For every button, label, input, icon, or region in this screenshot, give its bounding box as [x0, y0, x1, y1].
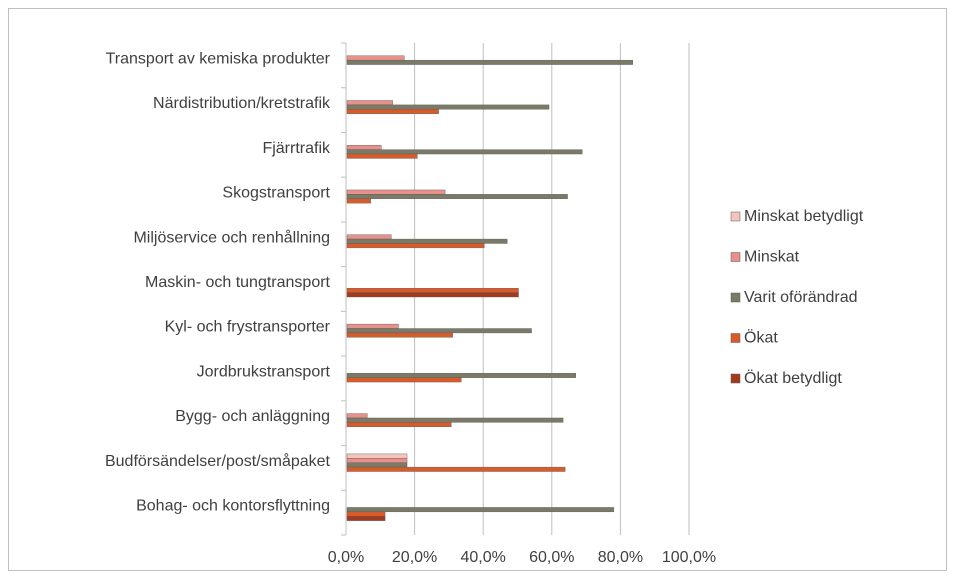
bar-minskat-betydligt [346, 453, 408, 459]
bar-ökat [346, 332, 453, 338]
bar-ökat-betydligt [346, 292, 519, 298]
bar-varit-oförändrad [346, 149, 583, 155]
x-tick-label: 80,0% [598, 549, 643, 566]
category-label: Närdistribution/kretstrafik [153, 95, 331, 112]
bars [346, 55, 633, 521]
legend-swatch [730, 292, 741, 303]
bar-minskat [346, 234, 392, 240]
legend-label: Varit oförändrad [744, 289, 858, 306]
category-label: Budförsändelser/post/småpaket [105, 452, 331, 470]
bar-varit-oförändrad [346, 328, 532, 334]
legend-label: Ökat [744, 329, 778, 347]
bar-ökat [346, 511, 386, 517]
category-label: Transport av kemiska produkter [106, 50, 331, 67]
legend-swatch [730, 252, 741, 262]
legend: Minskat betydligt Minskat Varit oförändrad… [730, 208, 864, 387]
chart-frame: 0,0% 20,0% 40,0% 60,0% 80,0% 100,0% Transport … [8, 8, 947, 571]
bar-ökat [346, 198, 371, 204]
bar-minskat [346, 55, 405, 61]
x-tick-label: 20,0% [392, 549, 437, 566]
category-label: Kyl- och frystransporter [165, 319, 331, 336]
bar-ökat [346, 288, 519, 293]
legend-label: Minskat betydligt [744, 208, 864, 225]
bar-minskat [346, 323, 399, 329]
bar-ökat [346, 466, 566, 472]
category-label: Jordbrukstransport [197, 363, 331, 380]
x-tick-label: 60,0% [529, 549, 574, 566]
bar-minskat [346, 458, 408, 463]
x-tick-label: 100,0% [662, 549, 716, 566]
bar-minskat [346, 145, 382, 150]
bar-minskat [346, 413, 368, 419]
category-label: Skogstransport [222, 185, 330, 202]
x-tick-label: 0,0% [328, 549, 364, 566]
legend-swatch [730, 333, 741, 343]
bar-varit-oförändrad [346, 417, 564, 423]
bar-minskat [346, 189, 446, 195]
bar-ökat-betydligt [346, 516, 386, 521]
category-label: Miljöservice och renhållning [133, 228, 330, 246]
legend-label: Minskat [744, 249, 800, 266]
bar-varit-oförändrad [346, 59, 633, 65]
bar-minskat [346, 100, 393, 106]
bar-varit-oförändrad [346, 238, 508, 244]
bar-ökat [346, 109, 439, 114]
legend-label: Ökat betydligt [744, 369, 842, 387]
bar-ökat [346, 153, 418, 159]
category-label: Fjärrtrafik [262, 140, 331, 157]
legend-swatch [730, 373, 741, 384]
bar-varit-oförändrad [346, 194, 568, 199]
legend-swatch [730, 211, 741, 222]
horizontal-bar-chart: 0,0% 20,0% 40,0% 60,0% 80,0% 100,0% Transport … [105, 42, 864, 566]
bar-varit-oförändrad [346, 462, 408, 468]
axes: 0,0% 20,0% 40,0% 60,0% 80,0% 100,0% Transport … [105, 42, 716, 566]
bar-ökat [346, 422, 452, 427]
category-label: Bygg- och anläggning [175, 408, 330, 425]
bar-varit-oförändrad [346, 104, 550, 110]
category-label: Bohag- och kontorsflyttning [136, 498, 330, 515]
category-label: Maskin- och tungtransport [145, 274, 331, 291]
x-tick-label: 40,0% [461, 549, 506, 566]
bar-ökat [346, 377, 462, 383]
bar-varit-oförändrad [346, 373, 576, 378]
bar-ökat [346, 243, 485, 249]
bar-varit-oförändrad [346, 507, 615, 513]
